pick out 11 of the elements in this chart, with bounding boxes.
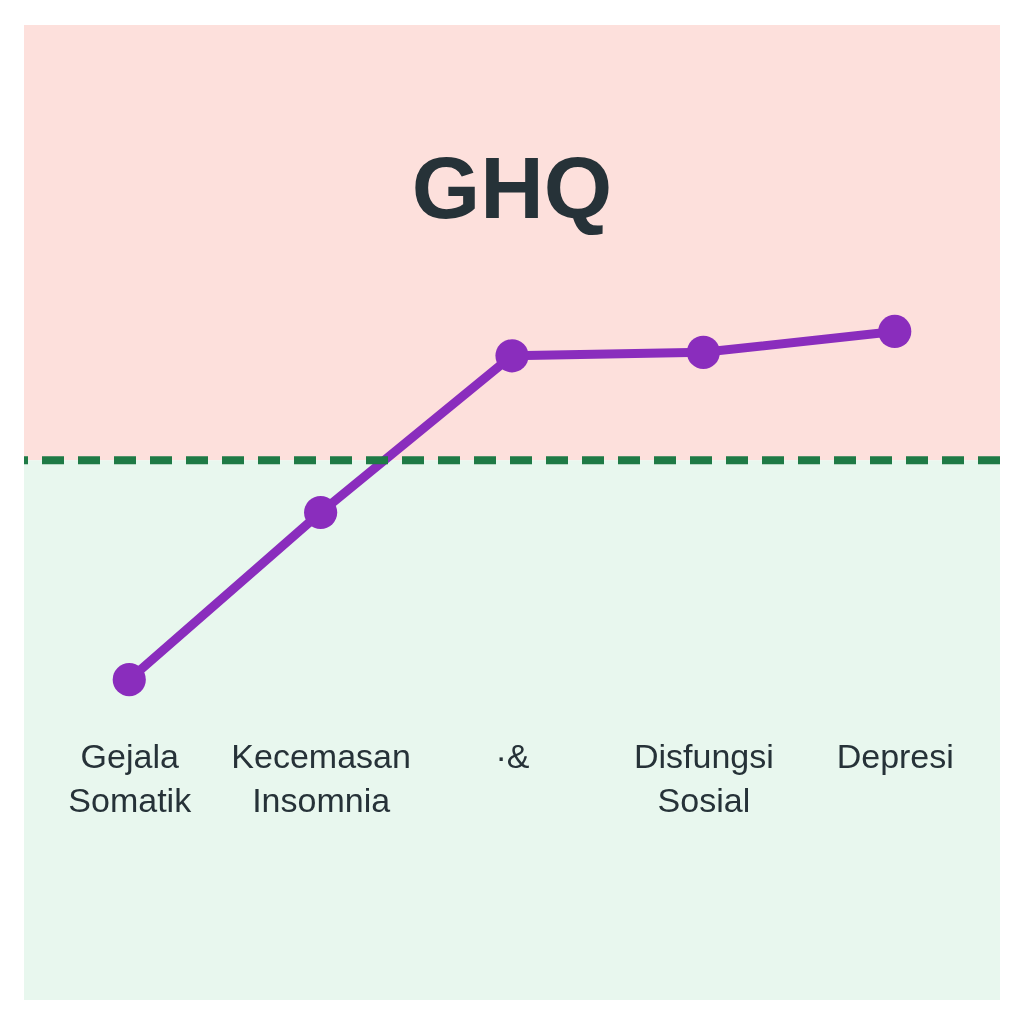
point [686,335,720,369]
point [112,663,146,697]
point [878,314,912,348]
point [304,495,338,530]
x-tick-label: Depresi [836,736,954,775]
x-tick-label: Disfungsi Sosial [633,736,774,819]
point [495,339,529,373]
x-tick-label: Gejala Somatik [68,736,193,819]
x-tick-label: ·& [495,736,530,775]
chart-title: GHQ [411,138,613,237]
x-tick-label: Kecemasan Insomnia [231,736,411,819]
